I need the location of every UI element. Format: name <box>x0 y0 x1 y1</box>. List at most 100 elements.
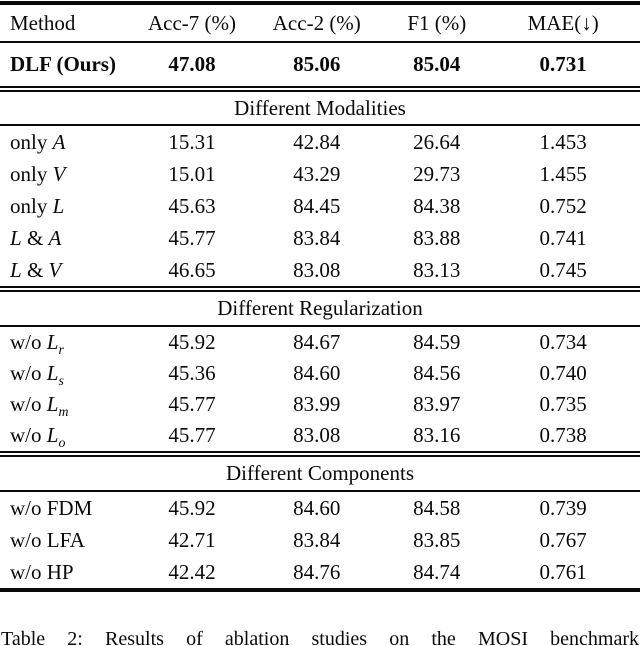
value-cell-f1: 84.74 <box>413 560 461 584</box>
method-cell: w/o LFA <box>0 524 138 556</box>
method-text: w/o HP <box>10 560 74 584</box>
value-cell-mae: 1.453 <box>539 130 587 154</box>
value-cell-mae: 0.739 <box>539 496 587 520</box>
value-cell-f1: 84.58 <box>413 496 461 520</box>
value-cell-acc7: 46.65 <box>168 258 216 282</box>
section-title-bottom-rule <box>0 124 640 126</box>
value-cell-acc7: 45.77 <box>168 423 216 447</box>
value-cell-mae: 0.740 <box>539 361 587 385</box>
math-subscript: m <box>58 404 69 420</box>
method-text: only <box>10 194 53 218</box>
value-cell-f1: 83.85 <box>413 528 461 552</box>
table-caption: Table 2: Results of ablation studies on … <box>1 628 639 646</box>
value-cell-acc7: 45.77 <box>168 392 216 416</box>
header-bottom-rule <box>0 41 640 43</box>
value-cell-acc2: 83.08 <box>293 423 341 447</box>
table-row-l-and-v: L & V 46.65 83.08 83.13 0.745 <box>0 254 640 286</box>
method-cell: only L <box>0 190 138 222</box>
value-cell-acc2: 83.08 <box>293 258 341 282</box>
method-text: & <box>21 226 49 250</box>
value-cell-acc2: 83.99 <box>293 392 341 416</box>
method-cell: DLF (Ours) <box>10 52 116 76</box>
value-cell-mae: 0.735 <box>539 392 587 416</box>
math-symbol: L <box>46 361 59 385</box>
value-cell-f1: 83.16 <box>413 423 461 447</box>
method-text: w/o FDM <box>10 496 93 520</box>
method-cell: w/o HP <box>0 556 138 588</box>
value-cell-f1: 84.38 <box>413 194 461 218</box>
value-cell-acc2: 85.06 <box>293 52 341 76</box>
method-text: w/o <box>10 392 47 416</box>
math-symbol: A <box>52 130 66 154</box>
method-text: w/o <box>10 330 47 354</box>
value-cell-f1: 29.73 <box>413 162 461 186</box>
value-cell-mae: 0.761 <box>539 560 587 584</box>
math-subscript: s <box>58 373 64 389</box>
value-cell-f1: 83.97 <box>413 392 461 416</box>
value-cell-mae: 0.767 <box>539 528 587 552</box>
value-cell-acc7: 45.92 <box>168 330 216 354</box>
table-row-only-v: only V 15.01 43.29 29.73 1.455 <box>0 158 640 190</box>
value-cell-f1: 85.04 <box>413 52 461 76</box>
value-cell-f1: 84.59 <box>413 330 461 354</box>
method-text: w/o <box>10 423 47 447</box>
value-cell-f1: 83.13 <box>413 258 461 282</box>
value-cell-acc2: 84.67 <box>293 330 341 354</box>
math-symbol: V <box>48 258 62 282</box>
header-cell-acc2: Acc-2 (%) <box>272 11 361 35</box>
section-title-bottom-rule <box>0 490 640 492</box>
table-row-wo-hp: w/o HP 42.42 84.76 84.74 0.761 <box>0 556 640 588</box>
math-symbol: V <box>52 162 66 186</box>
table-row-wo-lfa: w/o LFA 42.71 83.84 83.85 0.767 <box>0 524 640 556</box>
value-cell-f1: 26.64 <box>413 130 461 154</box>
value-cell-acc7: 42.42 <box>168 560 216 584</box>
value-cell-acc2: 83.84 <box>293 226 341 250</box>
value-cell-acc2: 42.84 <box>293 130 341 154</box>
math-symbol: L <box>10 258 22 282</box>
method-text: only <box>10 162 53 186</box>
value-cell-acc2: 43.29 <box>293 162 341 186</box>
method-text: w/o <box>10 361 47 385</box>
table-bottom-rule <box>0 588 640 592</box>
value-cell-acc2: 84.60 <box>293 361 341 385</box>
header-cell-method: Method <box>10 11 76 35</box>
value-cell-mae: 0.734 <box>539 330 587 354</box>
math-symbol: L <box>10 226 22 250</box>
value-cell-acc7: 47.08 <box>168 52 216 76</box>
method-cell: only A <box>0 126 138 158</box>
table-header-row: Method Acc-7 (%) Acc-2 (%) F1 (%) MAE(↓) <box>0 5 640 41</box>
method-cell: w/o Lm <box>0 389 138 420</box>
value-cell-mae: 0.752 <box>539 194 587 218</box>
method-cell: L & V <box>0 254 138 286</box>
section-title-components: Different Components <box>226 461 414 485</box>
math-symbol: A <box>48 226 62 250</box>
value-cell-acc2: 84.76 <box>293 560 341 584</box>
section-title-bottom-rule <box>0 325 640 327</box>
section-separator-rule <box>0 451 640 457</box>
math-symbol: L <box>52 194 65 218</box>
value-cell-acc7: 15.01 <box>168 162 216 186</box>
header-cell-acc7: Acc-7 (%) <box>147 11 236 35</box>
method-cell: w/o Lo <box>0 420 138 451</box>
table-row-wo-fdm: w/o FDM 45.92 84.60 84.58 0.739 <box>0 492 640 524</box>
method-text: w/o LFA <box>10 528 85 552</box>
value-cell-acc7: 45.92 <box>168 496 216 520</box>
value-cell-mae: 0.731 <box>539 52 587 76</box>
math-subscript: o <box>58 435 66 451</box>
value-cell-mae: 1.455 <box>539 162 587 186</box>
value-cell-acc7: 42.71 <box>168 528 216 552</box>
table-row-wo-lo: w/o Lo 45.77 83.08 83.16 0.738 <box>0 420 640 451</box>
math-subscript: r <box>58 342 64 358</box>
table-row-dlf-ours: DLF (Ours) 47.08 85.06 85.04 0.731 <box>0 43 640 86</box>
table-row-wo-lr: w/o Lr 45.92 84.67 84.59 0.734 <box>0 327 640 358</box>
value-cell-mae: 0.738 <box>539 423 587 447</box>
method-text: & <box>21 258 49 282</box>
table-row-wo-lm: w/o Lm 45.77 83.99 83.97 0.735 <box>0 389 640 420</box>
value-cell-acc7: 45.77 <box>168 226 216 250</box>
math-symbol: L <box>46 423 59 447</box>
table-row-only-l: only L 45.63 84.45 84.38 0.752 <box>0 190 640 222</box>
section-separator-rule <box>0 286 640 292</box>
section-title-modalities: Different Modalities <box>234 96 406 120</box>
method-cell: only V <box>0 158 138 190</box>
